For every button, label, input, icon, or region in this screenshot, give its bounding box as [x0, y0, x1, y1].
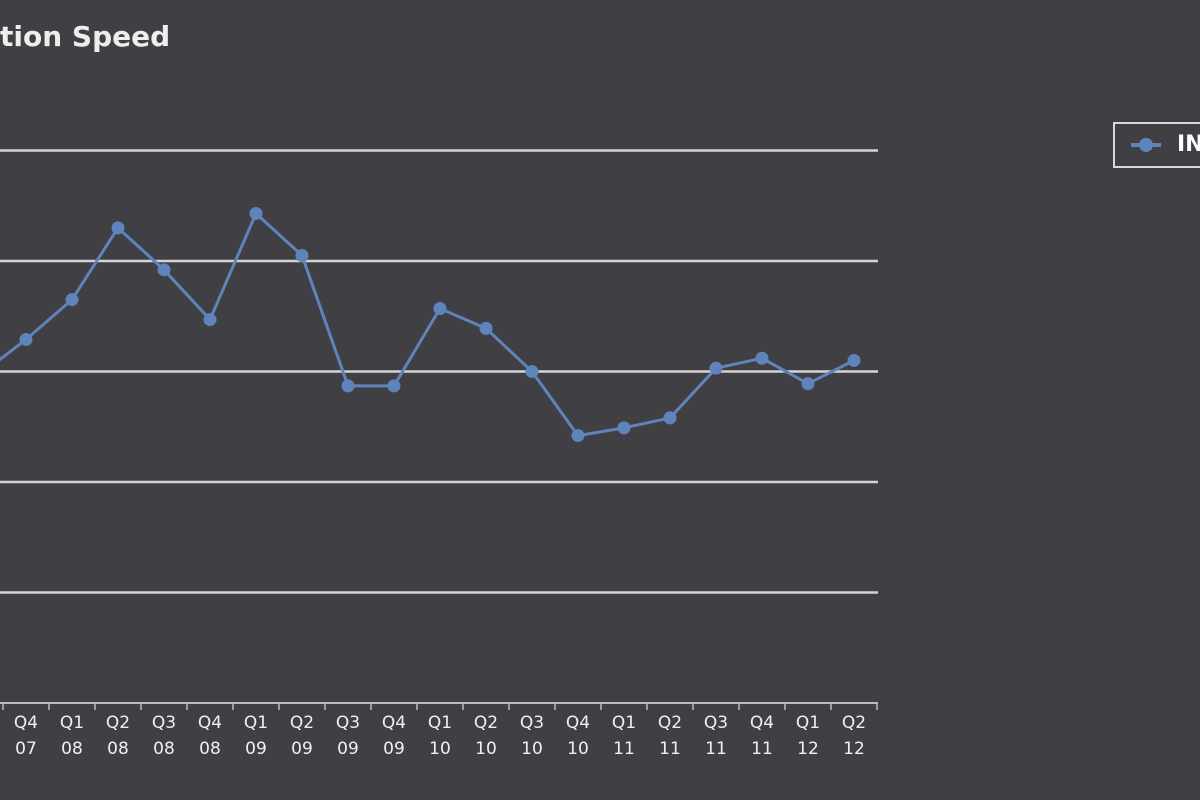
data-point	[387, 379, 401, 393]
x-tick-label: Q4 08	[198, 713, 222, 759]
data-point	[847, 353, 861, 367]
x-tick-label: Q4 09	[382, 713, 406, 759]
data-point	[525, 365, 539, 378]
x-tick-label: Q2 08	[106, 713, 130, 759]
x-tick-label: Q1 08	[60, 713, 84, 759]
data-point	[203, 313, 217, 327]
legend-label: IN	[1177, 132, 1200, 157]
data-point	[19, 332, 33, 346]
x-tick-label: Q4 10	[566, 713, 590, 759]
x-tick-label: Q2 10	[474, 713, 498, 759]
data-point	[755, 351, 769, 365]
x-tick-label: Q1 09	[244, 713, 268, 759]
x-tick-label: Q1 10	[428, 713, 452, 759]
data-point	[157, 263, 171, 277]
data-point	[65, 293, 79, 307]
chart-title: tion Speed	[0, 20, 171, 53]
x-tick-label: Q3 11	[704, 713, 728, 759]
x-tick-label: Q4 07	[14, 713, 38, 759]
data-point	[295, 248, 309, 262]
data-point	[801, 377, 815, 391]
data-point	[479, 321, 493, 335]
data-point	[617, 421, 631, 435]
data-point	[111, 221, 125, 235]
data-point	[341, 379, 355, 393]
legend: IN	[1113, 122, 1200, 168]
data-point	[433, 302, 447, 316]
data-point	[249, 206, 263, 220]
series-line	[0, 210, 855, 438]
x-tick-label: Q3 10	[520, 713, 544, 759]
x-tick-label: Q4 11	[750, 713, 774, 759]
x-tick-label: Q2 12	[842, 713, 866, 759]
x-tick-label: Q1 12	[796, 713, 820, 759]
x-tick-label: Q2 11	[658, 713, 682, 759]
x-tick-label: Q1 11	[612, 713, 636, 759]
x-tick-label: Q3 08	[152, 713, 176, 759]
x-tick-label: Q3 09	[336, 713, 360, 759]
data-point	[663, 411, 677, 425]
data-point	[709, 361, 723, 375]
legend-marker-icon	[1131, 138, 1161, 152]
data-point	[571, 429, 585, 443]
x-tick-label: Q2 09	[290, 713, 314, 759]
